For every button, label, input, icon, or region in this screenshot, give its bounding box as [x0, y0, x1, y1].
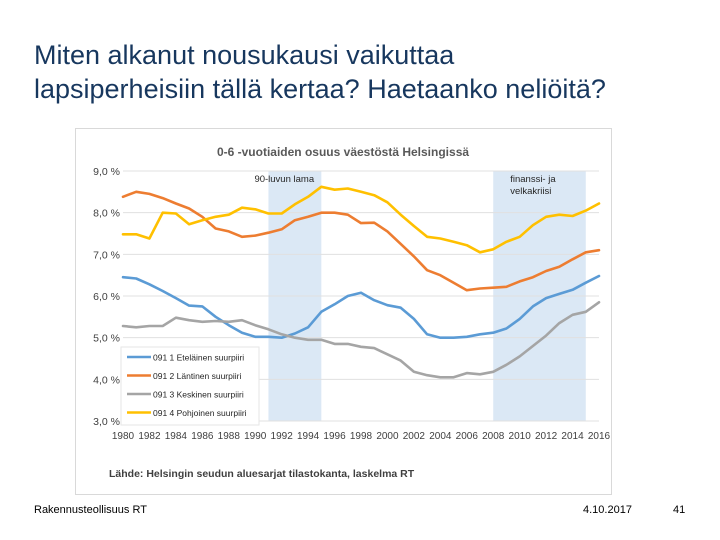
x-tick-label: 1980 [112, 431, 135, 442]
series-line-3 [121, 301, 601, 379]
footer-organization: Rakennusteollisuus RT [34, 504, 147, 516]
x-tick-label: 2004 [429, 431, 452, 442]
x-tick-label: 1994 [297, 431, 320, 442]
y-tick-label: 9,0 % [93, 166, 120, 178]
slide-title-line1: Miten alkanut nousukausi vaikuttaa [34, 40, 455, 70]
chart-frame: 90-luvun lama finanssi- ja velkakriisi 9,0… [75, 128, 612, 495]
footer-date: 4.10.2017 [583, 504, 632, 516]
x-tick-label: 1990 [244, 431, 267, 442]
y-tick-label: 3,0 % [93, 416, 120, 428]
slide-title: Miten alkanut nousukausi vaikuttaa lapsi… [34, 38, 694, 106]
x-tick-label: 1984 [165, 431, 188, 442]
x-tick-label: 1982 [138, 431, 161, 442]
legend-label: 091 2 Läntinen suurpiiri [153, 371, 241, 381]
y-tick-label: 6,0 % [93, 291, 120, 303]
x-tick-label: 1988 [218, 431, 241, 442]
x-tick-label: 2008 [482, 431, 505, 442]
x-tick-label: 2006 [456, 431, 479, 442]
x-tick-label: 1986 [191, 431, 214, 442]
legend-label: 091 1 Eteläinen suurpiiri [153, 353, 244, 363]
x-tick-label: 1998 [350, 431, 373, 442]
x-tick-label: 2014 [561, 431, 584, 442]
legend: 091 1 Eteläinen suurpiiri 091 2 Läntinen … [120, 346, 260, 426]
shaded-period-label: 90-luvun lama [254, 174, 314, 185]
shaded-period-label-line2: velkakriisi [510, 186, 551, 197]
legend-label: 091 4 Pohjoinen suurpiiri [153, 408, 247, 418]
axes: 9,0 %8,0 %7,0 %6,0 %5,0 %4,0 %3,0 %1980 1… [93, 166, 610, 442]
legend-label: 091 3 Keskinen suurpiiri [153, 390, 244, 400]
x-tick-label: 2016 [588, 431, 611, 442]
x-tick-label: 2002 [403, 431, 426, 442]
x-tick-label: 2010 [509, 431, 532, 442]
x-tick-label: 2000 [376, 431, 399, 442]
x-tick-label: 1992 [271, 431, 294, 442]
y-tick-label: 5,0 % [93, 333, 120, 345]
series-line-4 [121, 185, 601, 254]
shaded-period-label-line1: finanssi- ja [510, 174, 556, 185]
y-tick-label: 8,0 % [93, 208, 120, 220]
x-tick-label: 2012 [535, 431, 558, 442]
chart-title: 0-6 -vuotiaiden osuus väestöstä Helsingi… [217, 145, 469, 159]
chart-source: Lähde: Helsingin seudun aluesarjat tilas… [109, 468, 415, 480]
slide-title-line2: lapsiperheisiin tällä kertaa? Haetaanko … [34, 74, 606, 104]
series-line-1 [121, 274, 601, 339]
series-line-2 [121, 190, 601, 292]
x-tick-label: 1996 [323, 431, 346, 442]
y-tick-label: 4,0 % [93, 374, 120, 386]
series-lines [121, 185, 601, 379]
page-number: 41 [673, 504, 686, 516]
y-tick-label: 7,0 % [93, 249, 120, 261]
